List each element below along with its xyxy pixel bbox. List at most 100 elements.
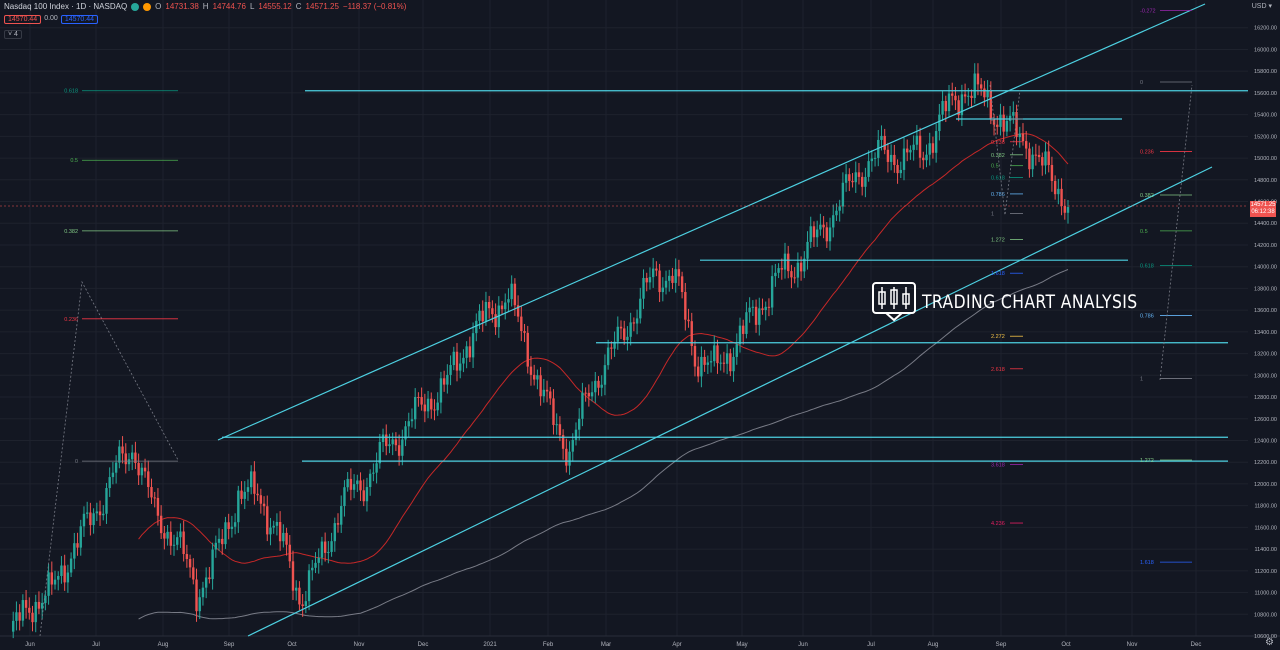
delay-icon <box>143 2 152 11</box>
candle-body <box>298 587 301 605</box>
candle-body <box>47 572 50 596</box>
candle-body <box>581 392 584 419</box>
candle-body <box>121 446 124 454</box>
candle-body <box>832 215 835 228</box>
candle-body <box>449 365 452 375</box>
y-tick-label: 13000.00 <box>1254 373 1277 379</box>
candle-body <box>851 180 854 183</box>
candle-body <box>629 322 632 337</box>
candle-body <box>21 600 25 621</box>
candle-body <box>960 94 964 116</box>
candle-body <box>584 392 587 394</box>
candle-body <box>24 600 28 608</box>
fib-right-label: 1 <box>1140 377 1143 383</box>
candle-body <box>883 135 886 150</box>
y-tick-label: 15600.00 <box>1254 91 1277 97</box>
candle-body <box>793 277 796 279</box>
candle-body <box>311 567 314 571</box>
candle-body <box>854 172 857 183</box>
open-value: 14731.38 <box>165 2 199 11</box>
candle-body <box>674 269 677 283</box>
currency-selector[interactable]: USD ▾ <box>1251 3 1272 10</box>
candle-body <box>105 488 108 514</box>
fib-right-label: 0.618 <box>1140 264 1154 270</box>
candle-body <box>500 305 504 310</box>
candle-body <box>446 374 449 385</box>
candle-body <box>343 487 346 507</box>
indicator-count: 4 <box>14 31 18 38</box>
candle-body <box>471 333 475 358</box>
candle-body <box>777 268 780 273</box>
candle-body <box>401 439 404 456</box>
candle-body <box>352 484 356 490</box>
candle-body <box>809 226 812 242</box>
candle-body <box>928 143 931 155</box>
candle-body <box>73 543 76 559</box>
candle-body <box>745 312 748 334</box>
x-tick-label: Aug <box>158 642 169 648</box>
candle-body <box>696 366 700 377</box>
y-tick-label: 12800.00 <box>1254 395 1277 401</box>
candle-body <box>1028 148 1031 170</box>
settings-gear-icon[interactable]: ⚙ <box>1265 637 1274 648</box>
candle-body <box>455 351 459 371</box>
x-tick-label: Jul <box>92 642 100 648</box>
fib-right-label: 0.786 <box>1140 314 1154 320</box>
candle-body <box>706 362 710 365</box>
candle-body <box>426 398 430 412</box>
y-tick-label: 16200.00 <box>1254 26 1277 32</box>
candle-body <box>317 557 320 563</box>
candle-body <box>938 114 941 132</box>
candle-body <box>677 269 681 277</box>
candle-body <box>902 148 906 170</box>
candle-body <box>172 544 176 546</box>
candle-body <box>664 280 668 288</box>
candle-body <box>227 522 230 529</box>
candle-body <box>272 525 275 528</box>
y-tick-label: 13400.00 <box>1254 330 1277 336</box>
candle-body <box>590 392 594 397</box>
candle-body <box>931 143 935 153</box>
market-status-icon <box>131 2 140 11</box>
candle-body <box>397 445 401 456</box>
candle-body <box>179 531 182 538</box>
indicators-toggle[interactable]: ˅ 4 <box>4 30 22 39</box>
candle-body <box>307 570 311 602</box>
candle-body <box>118 446 121 463</box>
candle-body <box>770 276 774 308</box>
open-label: O <box>155 2 162 11</box>
candle-body <box>423 404 427 412</box>
candle-body <box>114 462 118 473</box>
candle-body <box>735 344 738 357</box>
fib-right-label: -0.272 <box>1140 8 1156 14</box>
candle-body <box>680 276 684 293</box>
candle-body <box>330 541 333 552</box>
candle-body <box>507 299 510 303</box>
candle-body <box>912 144 915 150</box>
candle-body <box>159 515 163 534</box>
candle-body <box>349 478 353 490</box>
y-tick-label: 12600.00 <box>1254 417 1277 423</box>
candle-body <box>606 347 610 366</box>
candle-body <box>57 575 60 580</box>
x-tick-label: 2021 <box>483 642 497 648</box>
candle-body <box>404 426 407 440</box>
candle-body <box>163 533 166 539</box>
bid-box[interactable]: 14570.44 <box>4 15 42 24</box>
y-tick-label: 13200.00 <box>1254 352 1277 358</box>
change-value: −118.37 (−0.81%) <box>342 2 407 11</box>
candle-body <box>954 95 957 101</box>
candle-body <box>684 292 687 320</box>
candle-body <box>285 532 288 545</box>
candle-body <box>182 531 185 555</box>
candle-body <box>69 558 73 573</box>
candle-body <box>690 321 693 347</box>
candle-body <box>481 310 484 322</box>
candle-body <box>536 375 539 380</box>
x-tick-label: Dec <box>418 642 429 648</box>
fib-right-label: 1.272 <box>1140 458 1154 464</box>
symbol-label[interactable]: Nasdaq 100 Index · 1D · NASDAQ <box>4 2 128 11</box>
ask-box[interactable]: 14570.44 <box>60 15 99 24</box>
candle-body <box>915 135 919 145</box>
